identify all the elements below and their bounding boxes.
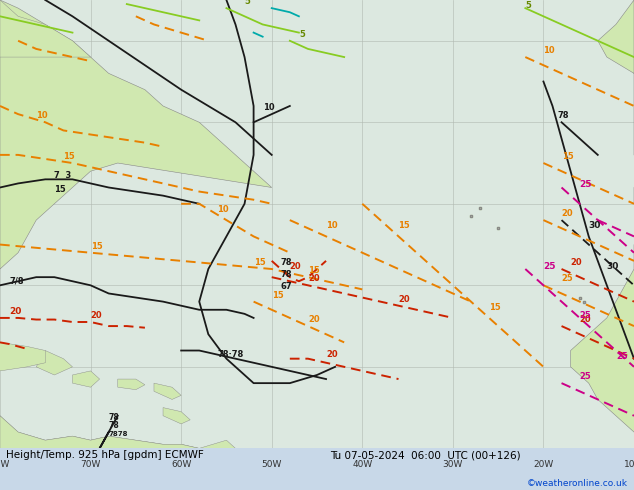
Text: 78: 78 — [281, 258, 292, 267]
Text: 10: 10 — [36, 111, 48, 120]
Polygon shape — [163, 408, 190, 424]
Text: 5: 5 — [526, 1, 531, 10]
Text: 20: 20 — [579, 315, 592, 324]
Text: 10: 10 — [543, 46, 555, 55]
Polygon shape — [598, 0, 634, 245]
Text: 78: 78 — [108, 413, 119, 422]
Text: 25: 25 — [562, 274, 573, 283]
Text: 15: 15 — [254, 258, 266, 267]
Text: 20: 20 — [308, 274, 320, 283]
Text: 15: 15 — [91, 242, 102, 250]
Text: 50W: 50W — [262, 460, 282, 469]
Polygon shape — [571, 245, 634, 448]
Text: 25: 25 — [579, 372, 592, 381]
Text: 20W: 20W — [533, 460, 553, 469]
Text: 30: 30 — [589, 221, 601, 230]
Text: 15: 15 — [272, 291, 283, 299]
Polygon shape — [0, 0, 91, 57]
Text: 67: 67 — [281, 282, 292, 292]
Polygon shape — [0, 416, 272, 490]
Text: 10W: 10W — [624, 460, 634, 469]
Text: Height/Temp. 925 hPa [gpdm] ECMWF: Height/Temp. 925 hPa [gpdm] ECMWF — [6, 450, 204, 461]
Text: 25: 25 — [616, 352, 628, 361]
Polygon shape — [154, 383, 181, 399]
Text: 30W: 30W — [443, 460, 463, 469]
Text: 20: 20 — [562, 209, 573, 218]
Text: 5: 5 — [299, 30, 305, 39]
Text: 15: 15 — [489, 303, 501, 312]
Text: 80W: 80W — [0, 460, 10, 469]
Polygon shape — [0, 0, 272, 269]
Text: 20: 20 — [326, 350, 338, 359]
Text: 10: 10 — [217, 205, 229, 214]
Text: 7/8: 7/8 — [9, 277, 23, 286]
Text: 20: 20 — [308, 315, 320, 324]
Text: 78: 78 — [281, 270, 292, 279]
Polygon shape — [0, 416, 199, 448]
Text: 78: 78 — [557, 111, 569, 120]
Polygon shape — [72, 371, 100, 387]
Text: 20: 20 — [571, 258, 582, 267]
Text: 10: 10 — [262, 103, 275, 112]
Polygon shape — [36, 350, 72, 375]
Text: 15: 15 — [308, 266, 320, 275]
Text: 20: 20 — [91, 311, 102, 320]
Polygon shape — [0, 343, 45, 371]
Text: 20: 20 — [9, 307, 22, 316]
Polygon shape — [118, 379, 145, 390]
Text: 7878: 7878 — [108, 431, 128, 437]
Text: 20: 20 — [399, 294, 410, 304]
Text: 30: 30 — [607, 262, 619, 271]
Text: 25: 25 — [543, 262, 556, 271]
Text: 7  3: 7 3 — [55, 171, 72, 180]
Text: 60W: 60W — [171, 460, 191, 469]
Text: 78·78: 78·78 — [217, 350, 243, 359]
Text: 5: 5 — [245, 0, 250, 6]
Text: 40W: 40W — [352, 460, 372, 469]
Text: ©weatheronline.co.uk: ©weatheronline.co.uk — [527, 479, 628, 488]
Text: 25: 25 — [579, 180, 592, 190]
Text: 10: 10 — [326, 221, 338, 230]
Text: 70W: 70W — [81, 460, 101, 469]
Text: 20: 20 — [290, 262, 301, 271]
Text: 78: 78 — [108, 421, 119, 430]
Text: 15: 15 — [399, 221, 410, 230]
Text: 25: 25 — [579, 311, 592, 320]
Text: 15: 15 — [63, 152, 75, 161]
Text: 15: 15 — [562, 152, 573, 161]
Text: 15: 15 — [55, 185, 66, 194]
Text: Tu 07-05-2024  06:00  UTC (00+126): Tu 07-05-2024 06:00 UTC (00+126) — [330, 450, 521, 461]
